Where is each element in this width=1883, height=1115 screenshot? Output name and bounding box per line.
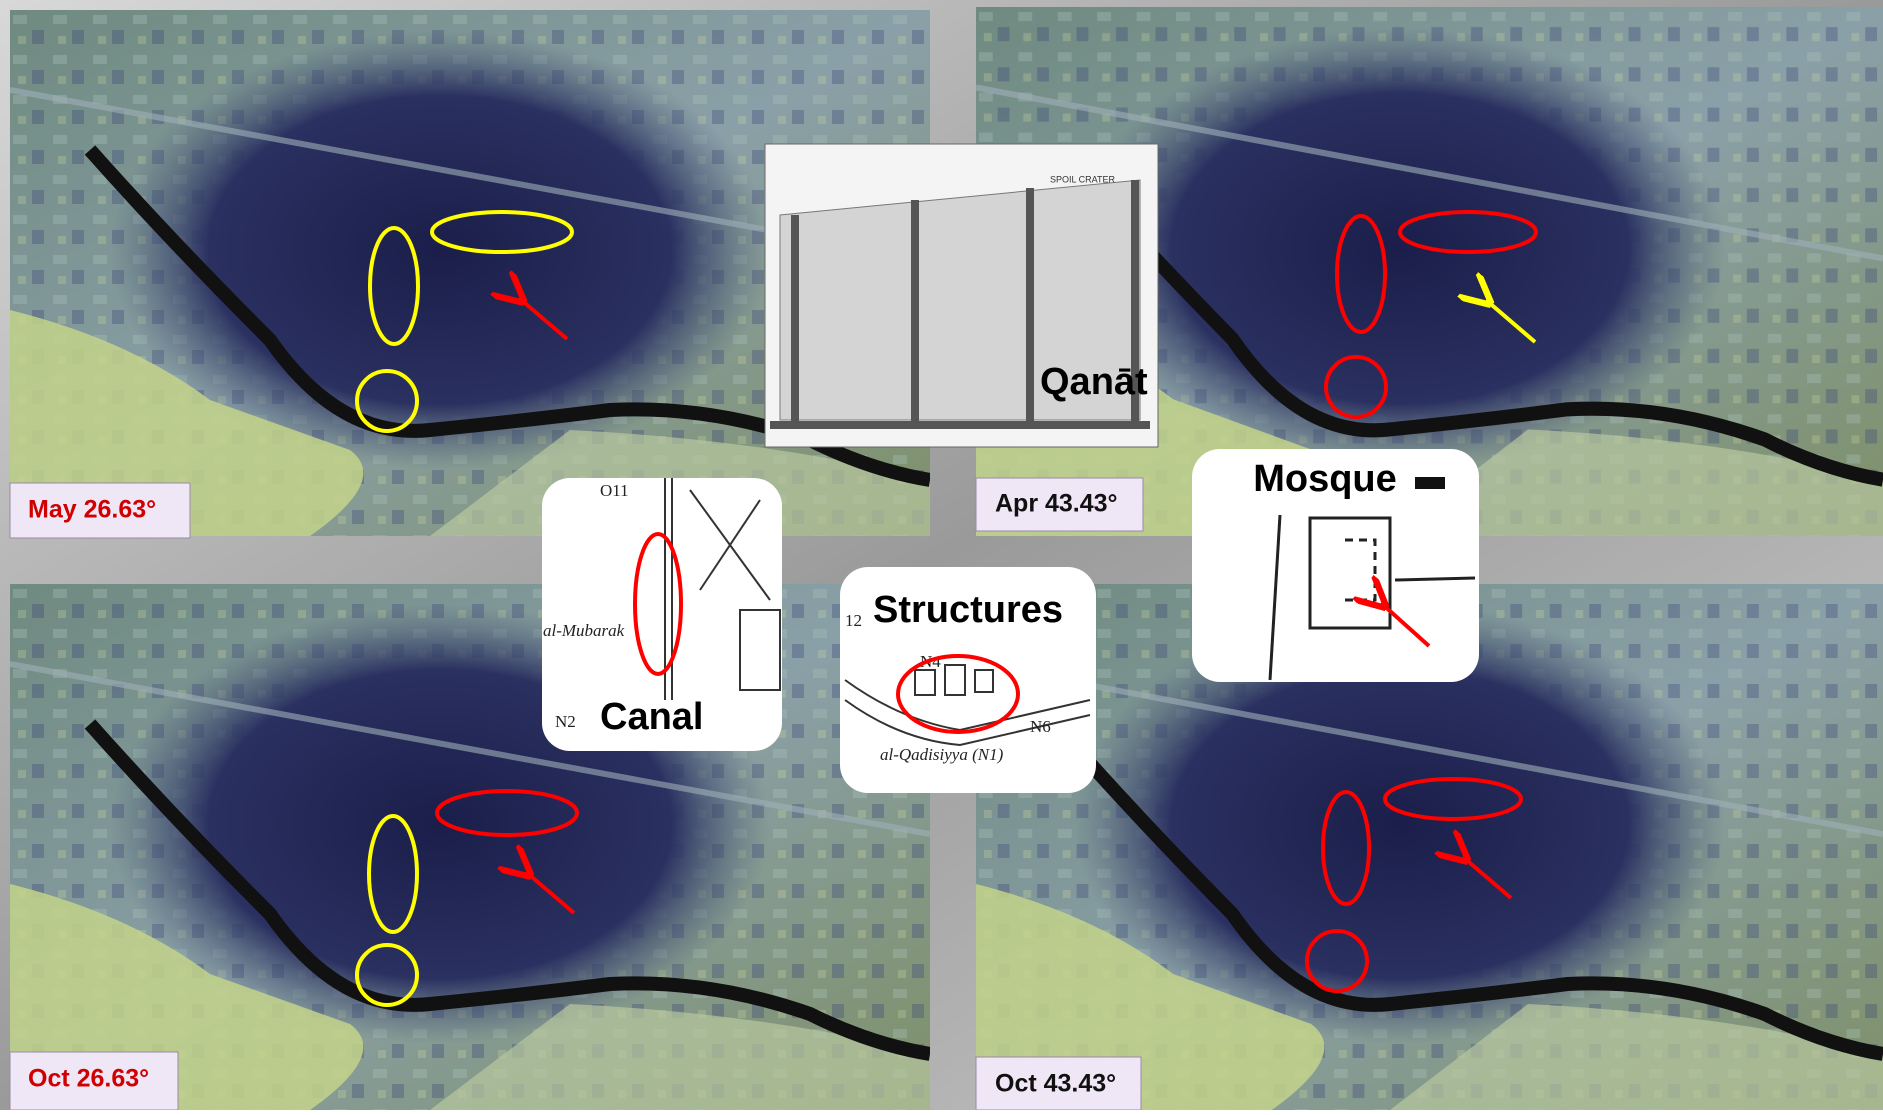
arrow — [519, 298, 569, 341]
map-text: N2 — [555, 712, 576, 731]
panel-label: Apr 43.43° — [995, 490, 1118, 518]
qanat-inset: SPOIL CRATER Qanāt — [764, 143, 1159, 448]
circle — [355, 369, 419, 433]
mark — [1415, 477, 1445, 489]
ellipse — [368, 226, 420, 346]
shafts — [791, 180, 1139, 425]
arrow — [1381, 603, 1431, 648]
panel-label: Oct 26.63° — [28, 1065, 149, 1093]
circle — [1324, 355, 1388, 419]
map-text: al-Mubarak — [543, 621, 625, 640]
circle — [355, 943, 419, 1007]
inset-label: Qanāt — [1040, 361, 1148, 403]
inset-frame — [840, 567, 1096, 793]
label-box — [975, 1056, 1142, 1111]
panel-labels: May 26.63° Apr 43.43° Oct 26.63° Oct 43.… — [9, 477, 1144, 1111]
inset-label: Canal — [600, 696, 703, 738]
canal-inset: O11 al-Mubarak N2 Canal — [542, 478, 782, 751]
ellipse — [430, 210, 574, 254]
ellipse — [1383, 777, 1523, 821]
ellipse — [633, 532, 683, 676]
ellipse — [1321, 790, 1371, 906]
annotations — [355, 210, 1538, 1007]
ellipse — [367, 814, 419, 934]
ellipse — [896, 654, 1020, 734]
ellipse — [435, 789, 579, 837]
panel-label: May 26.63° — [28, 496, 156, 524]
inset-frame — [542, 478, 782, 751]
arrow — [1463, 857, 1513, 900]
map-text: N6 — [1030, 717, 1051, 736]
inset-label: Mosque — [1253, 458, 1397, 500]
inset-frame — [1192, 449, 1479, 682]
circle — [1305, 929, 1369, 993]
map-text: 12 — [845, 611, 862, 630]
soil — [779, 179, 1141, 421]
panel-label: Oct 43.43° — [995, 1070, 1116, 1098]
map-text: al-Qadisiyya (N1) — [880, 745, 1004, 764]
arrow — [1486, 300, 1537, 344]
map-text: O11 — [600, 481, 629, 500]
label-box — [9, 482, 191, 539]
structures-inset: 12 N4 N6 al-Qadisiyya (N1) Structures — [840, 567, 1096, 793]
mosque-inset: Mosque — [1192, 449, 1479, 682]
ellipse — [1335, 214, 1387, 334]
inset-label: Structures — [873, 589, 1063, 631]
note: SPOIL CRATER — [1050, 174, 1116, 184]
ellipse — [1398, 210, 1538, 254]
label-box — [975, 477, 1144, 532]
sar-panel — [10, 584, 930, 1110]
arrow — [526, 872, 576, 915]
label-box — [9, 1051, 179, 1111]
